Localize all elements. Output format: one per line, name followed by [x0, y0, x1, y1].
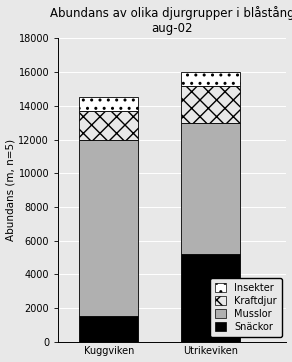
Bar	[181, 123, 240, 254]
Bar	[79, 97, 138, 111]
Bar	[79, 139, 138, 316]
Y-axis label: Abundans (m, n=5): Abundans (m, n=5)	[6, 139, 15, 241]
Bar	[181, 254, 240, 342]
Title: Abundans av olika djurgrupper i blåstång
aug-02: Abundans av olika djurgrupper i blåstång…	[50, 5, 292, 34]
Bar	[79, 316, 138, 342]
Bar	[181, 72, 240, 86]
Legend: Insekter, Kraftdjur, Musslor, Snäckor: Insekter, Kraftdjur, Musslor, Snäckor	[210, 278, 281, 337]
Bar	[79, 111, 138, 139]
Bar	[181, 86, 240, 123]
